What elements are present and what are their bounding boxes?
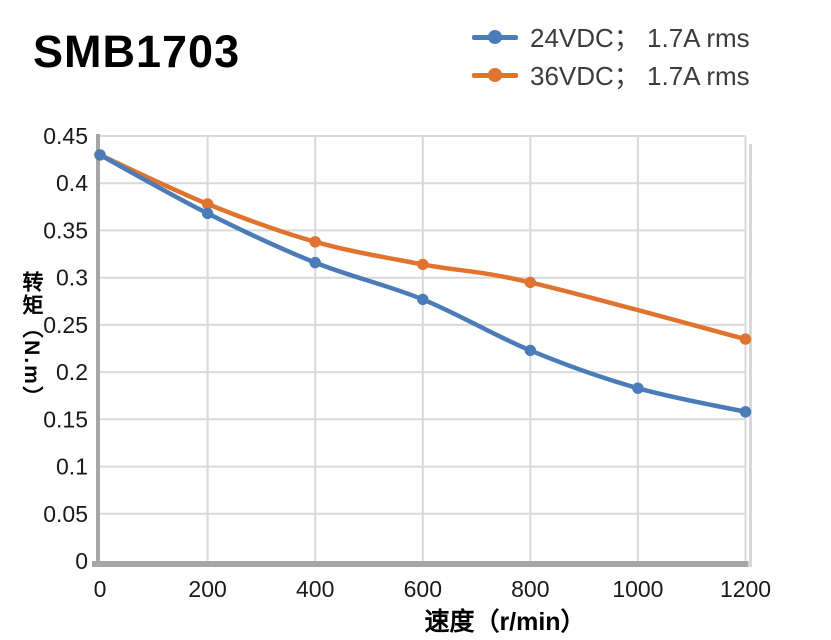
y-tick-label: 0.45	[43, 123, 88, 149]
data-point-24vdc	[524, 344, 536, 357]
data-point-36vdc	[739, 333, 752, 345]
x-tick-label: 200	[188, 576, 226, 602]
y-axis-title: 转矩（N.m）	[20, 271, 43, 409]
data-point-24vdc	[94, 149, 106, 161]
x-tick-label: 1200	[720, 576, 771, 602]
legend-item-24vdc: 24VDC； 1.7A rms	[472, 20, 750, 53]
legend: 24VDC； 1.7A rms 36VDC； 1.7A rms	[472, 20, 750, 91]
data-point-24vdc	[739, 406, 752, 418]
legend-item-36vdc: 36VDC； 1.7A rms	[472, 58, 750, 91]
y-tick-label: 0.3	[56, 265, 88, 291]
y-tick-label: 0.1	[56, 454, 88, 480]
data-point-36vdc	[201, 198, 214, 210]
legend-line-marker-icon	[472, 29, 518, 44]
y-tick-label: 0	[75, 548, 88, 574]
x-tick-label: 600	[404, 576, 442, 602]
x-tick-label: 800	[511, 576, 549, 602]
y-tick-label: 0.4	[56, 170, 88, 196]
y-tick-label: 0.35	[43, 217, 88, 243]
x-tick-label: 400	[296, 576, 334, 602]
y-tick-label: 0.2	[56, 359, 88, 385]
chart-title: SMB1703	[33, 26, 241, 77]
y-tick-label: 0.15	[43, 406, 88, 432]
data-point-24vdc	[201, 207, 214, 220]
y-tick-label: 0.05	[43, 501, 88, 527]
x-axis-title: 速度（r/min）	[424, 608, 586, 636]
data-point-36vdc	[309, 236, 321, 248]
data-point-24vdc	[309, 256, 321, 269]
x-tick-label: 1000	[612, 576, 663, 602]
data-point-24vdc	[417, 293, 429, 306]
legend-label: 36VDC； 1.7A rms	[530, 61, 750, 91]
legend-line-marker-icon	[472, 67, 518, 82]
data-point-24vdc	[632, 382, 644, 394]
legend-label: 24VDC； 1.7A rms	[530, 23, 750, 53]
data-point-36vdc	[417, 258, 429, 271]
data-point-36vdc	[524, 276, 536, 289]
x-tick-label: 0	[94, 576, 107, 602]
y-tick-label: 0.25	[43, 312, 88, 338]
